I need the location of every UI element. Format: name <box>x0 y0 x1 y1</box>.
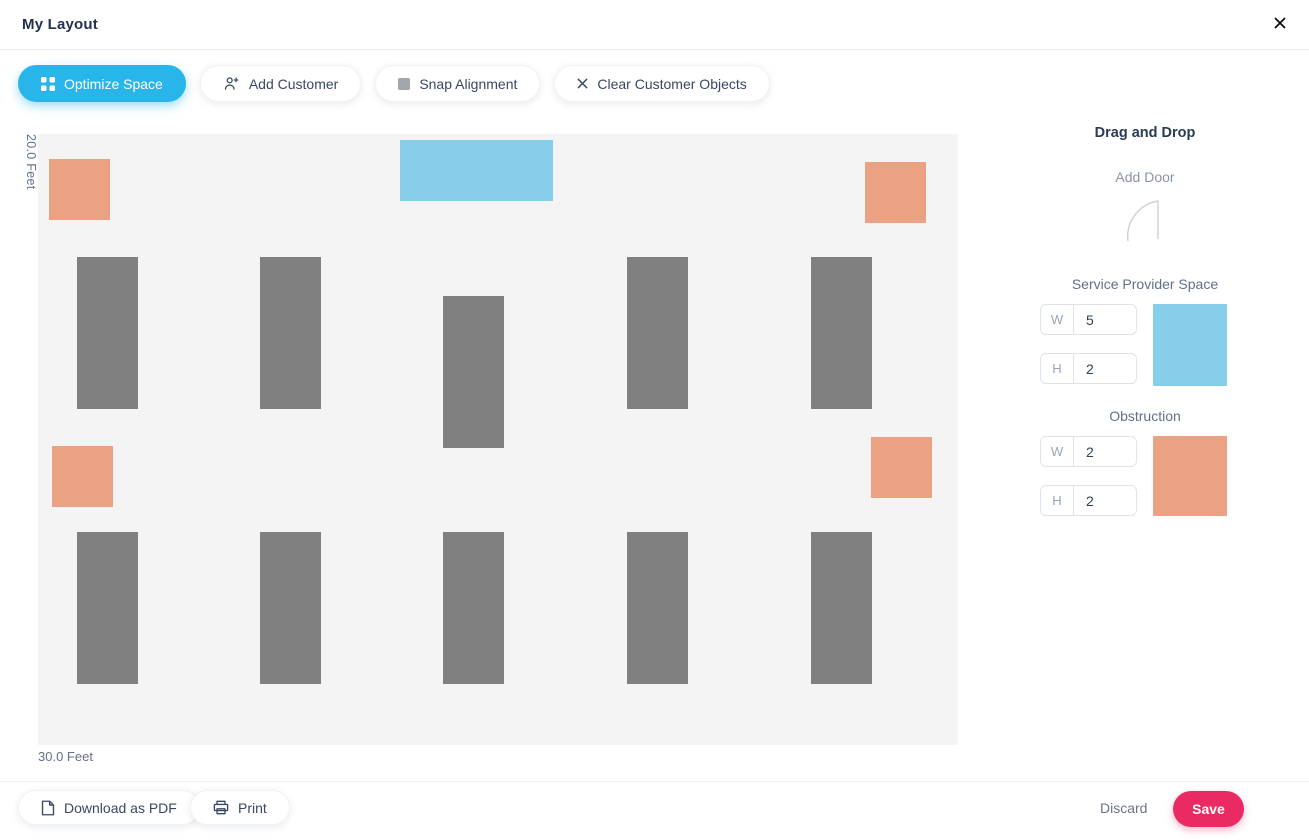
add-door-label: Add Door <box>1115 169 1175 185</box>
layout-object-table[interactable] <box>443 532 504 684</box>
service-width-group: W <box>1040 304 1137 335</box>
page-title: My Layout <box>22 16 98 33</box>
drag-and-drop-panel: Drag and Drop Add Door Service Provider … <box>1040 125 1250 538</box>
download-pdf-label: Download as PDF <box>64 799 177 816</box>
obstruction-swatch[interactable] <box>1153 436 1227 516</box>
clear-customer-objects-label: Clear Customer Objects <box>597 75 747 92</box>
obstruction-height-group: H <box>1040 485 1137 516</box>
canvas-width-label: 30.0 Feet <box>38 749 93 764</box>
optimize-space-label: Optimize Space <box>64 75 163 92</box>
add-customer-label: Add Customer <box>248 75 339 92</box>
service-height-label: H <box>1041 354 1074 383</box>
layout-object-obstruction[interactable] <box>52 446 113 507</box>
header-bar: My Layout <box>0 0 1309 50</box>
layout-object-table[interactable] <box>811 532 872 684</box>
close-button[interactable] <box>1269 14 1291 36</box>
service-width-input[interactable] <box>1074 305 1136 334</box>
download-pdf-button[interactable]: Download as PDF <box>18 790 200 825</box>
save-button[interactable]: Save <box>1173 791 1244 827</box>
service-dimensions: W H <box>1040 304 1250 386</box>
obstruction-height-input[interactable] <box>1074 486 1136 515</box>
obstruction-width-group: W <box>1040 436 1137 467</box>
square-icon <box>398 77 411 90</box>
layout-object-service[interactable] <box>400 140 553 201</box>
obstruction-width-label: W <box>1041 437 1074 466</box>
clear-customer-objects-button[interactable]: Clear Customer Objects <box>554 65 770 102</box>
optimize-space-button[interactable]: Optimize Space <box>18 65 186 102</box>
add-customer-button[interactable]: Add Customer <box>199 65 362 102</box>
layout-object-obstruction[interactable] <box>871 437 932 498</box>
file-icon <box>41 800 55 816</box>
layout-object-table[interactable] <box>627 532 688 684</box>
toolbar: Optimize Space Add Customer Snap Alignme… <box>18 65 770 102</box>
close-icon <box>1273 16 1287 35</box>
layout-object-table[interactable] <box>77 257 138 409</box>
service-provider-space-title: Service Provider Space <box>1071 276 1219 292</box>
layout-canvas[interactable] <box>38 134 958 745</box>
layout-object-obstruction[interactable] <box>865 162 926 223</box>
obstruction-width-input[interactable] <box>1074 437 1136 466</box>
printer-icon <box>213 800 229 815</box>
service-swatch[interactable] <box>1153 304 1227 386</box>
service-height-input[interactable] <box>1074 354 1136 383</box>
discard-button[interactable]: Discard <box>1100 800 1148 816</box>
panel-title: Drag and Drop <box>1094 125 1196 141</box>
snap-alignment-label: Snap Alignment <box>419 75 518 92</box>
layout-object-table[interactable] <box>260 257 321 409</box>
grid-icon <box>41 76 55 91</box>
canvas-height-label: 20.0 Feet <box>24 134 38 190</box>
person-plus-icon <box>223 75 240 92</box>
obstruction-dimensions: W H <box>1040 436 1250 516</box>
layout-object-table[interactable] <box>443 296 504 448</box>
obstruction-title: Obstruction <box>1109 408 1181 424</box>
footer-bar: Download as PDF Print Discard Save <box>0 781 1309 840</box>
layout-object-table[interactable] <box>77 532 138 684</box>
print-button[interactable]: Print <box>190 790 290 825</box>
service-width-label: W <box>1041 305 1074 334</box>
service-height-group: H <box>1040 353 1137 384</box>
layout-object-obstruction[interactable] <box>49 159 110 220</box>
obstruction-height-label: H <box>1041 486 1074 515</box>
x-icon <box>577 78 588 89</box>
layout-object-table[interactable] <box>260 532 321 684</box>
layout-object-table[interactable] <box>811 257 872 409</box>
snap-alignment-button[interactable]: Snap Alignment <box>375 65 541 102</box>
print-label: Print <box>238 799 267 816</box>
door-icon[interactable] <box>1125 195 1165 248</box>
layout-object-table[interactable] <box>627 257 688 409</box>
